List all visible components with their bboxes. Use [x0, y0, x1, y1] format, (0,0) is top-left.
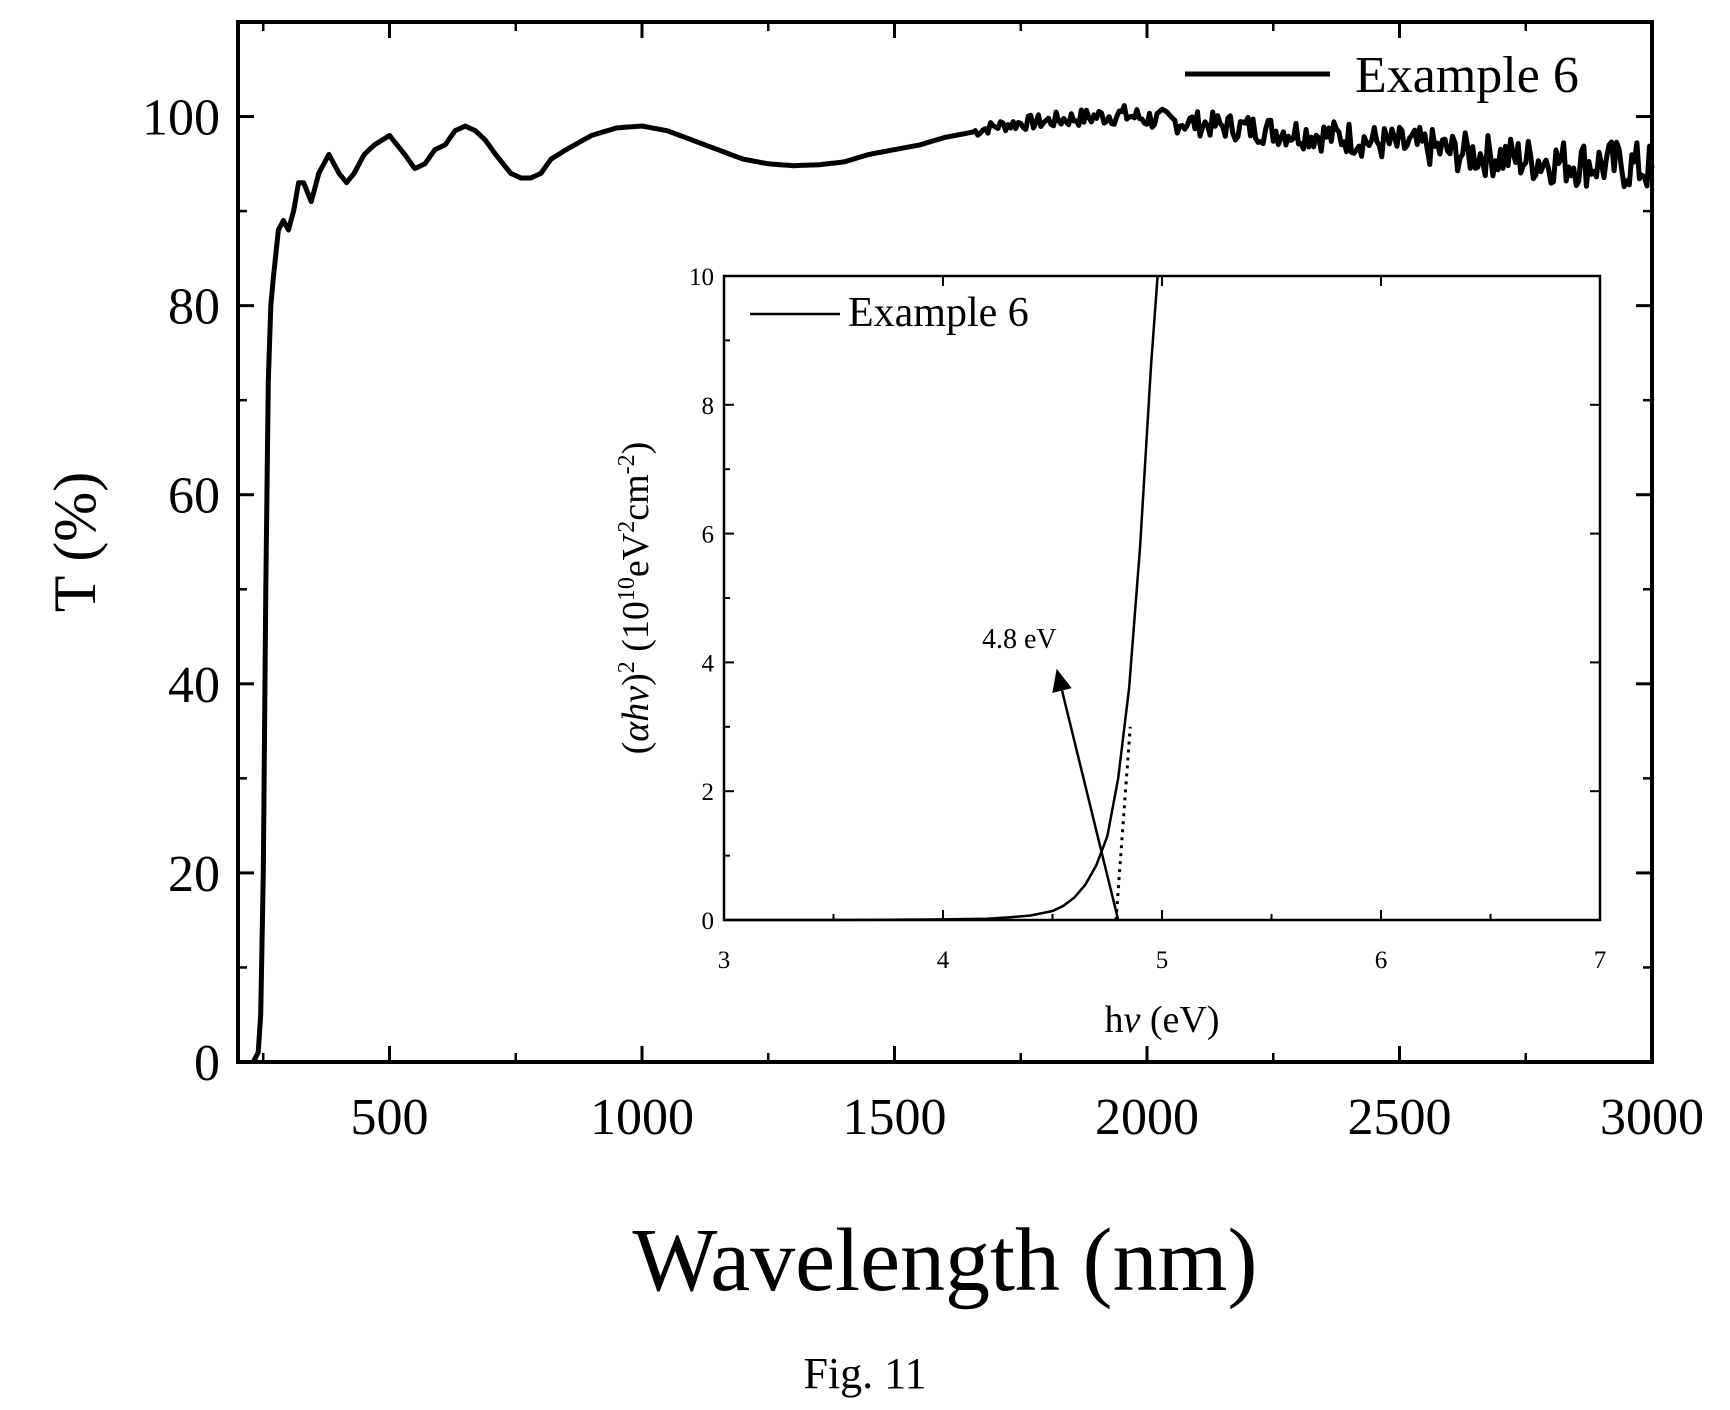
inset-legend-label: Example 6 — [848, 290, 1029, 336]
main-x-tick-label: 500 — [351, 1089, 429, 1146]
main-x-tick-label: 2500 — [1348, 1089, 1452, 1146]
inset-x-tick-label: 5 — [1156, 947, 1169, 974]
inset-x-tick-label: 7 — [1594, 947, 1607, 974]
annotation-arrow — [1052, 668, 1120, 921]
main-series-line — [250, 103, 1655, 1064]
inset-tangent-dotted-line — [1114, 726, 1132, 921]
main-y-axis-title: T (%) — [42, 472, 108, 613]
inset-y-tick-label: 6 — [702, 522, 715, 549]
inset-y-tick-label: 8 — [702, 393, 715, 420]
inset-y-axis-title: (αhν)2 (1010eV2cm-2) — [614, 442, 657, 755]
main-plot-frame — [236, 20, 1654, 1064]
main-x-tick-label: 1000 — [590, 1089, 694, 1146]
main-x-axis-title: Wavelength (nm) — [632, 1211, 1257, 1310]
inset-y-tick-label: 2 — [702, 779, 715, 806]
inset-series-line — [724, 275, 1159, 922]
inset-x-axis-title: hν (eV) — [1105, 999, 1220, 1041]
inset-chart: 3 4 5 6 7 0 2 4 6 8 10 4.8 eV Example 6 hν (eV) (α… — [614, 264, 1606, 1041]
main-x-tick-label: 2000 — [1095, 1089, 1199, 1146]
main-y-tick-label: 20 — [168, 846, 220, 903]
inset-y-tick-label: 0 — [702, 908, 715, 935]
annotation-label: 4.8 eV — [982, 624, 1057, 655]
main-y-tick-label: 100 — [142, 90, 220, 147]
inset-ticks: 3 4 5 6 7 0 2 4 6 8 10 — [689, 264, 1606, 974]
inset-plot-area — [722, 274, 1602, 922]
main-y-tick-label: 60 — [168, 468, 220, 525]
inset-y-tick-label: 4 — [702, 650, 715, 677]
inset-x-tick-label: 3 — [718, 947, 731, 974]
main-x-tick-label: 1500 — [843, 1089, 947, 1146]
main-x-tick-label: 3000 — [1600, 1089, 1704, 1146]
inset-x-tick-label: 4 — [937, 947, 950, 974]
main-legend-label: Example 6 — [1355, 47, 1579, 104]
inset-x-tick-label: 6 — [1375, 947, 1388, 974]
main-y-tick-label: 0 — [194, 1035, 220, 1092]
figure-caption: Fig. 11 — [803, 1349, 926, 1398]
inset-y-tick-label: 10 — [689, 264, 714, 291]
main-y-tick-label: 40 — [168, 657, 220, 714]
main-y-tick-label: 80 — [168, 279, 220, 336]
